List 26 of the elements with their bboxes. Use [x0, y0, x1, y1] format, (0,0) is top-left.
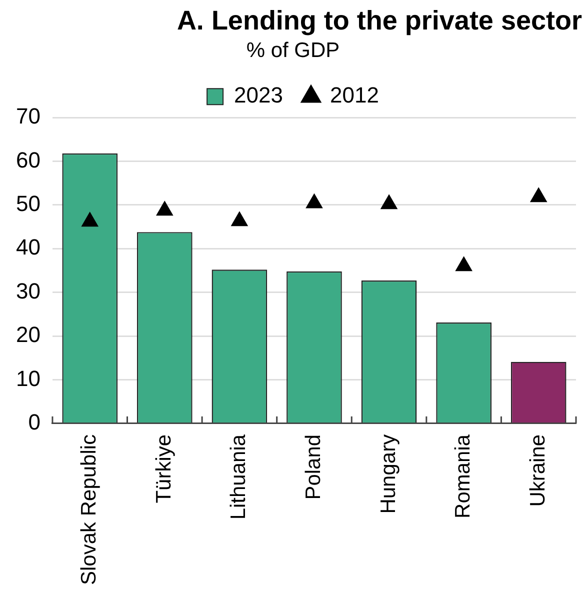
x-tick-label: Hungary	[376, 434, 400, 514]
x-tick-label: Türkiye	[152, 434, 176, 504]
legend-label: 2012	[330, 82, 379, 108]
y-tick-label: 10	[16, 366, 40, 391]
chart-title: A. Lending to the private sector	[176, 6, 582, 36]
point	[456, 256, 472, 272]
point	[530, 188, 547, 202]
y-tick-label: 40	[16, 234, 40, 260]
y-tick-label: 0	[28, 409, 40, 434]
x-tick-label: Slovak Republic	[78, 434, 101, 586]
x-tick-label: Ukraine	[526, 434, 550, 507]
y-tick-label: 50	[16, 191, 40, 216]
point	[380, 194, 398, 210]
point	[231, 212, 248, 226]
chart-subtitle: % of GDP	[246, 38, 340, 62]
y-tick-label: 20	[16, 322, 40, 348]
y-tick-label: 60	[16, 147, 40, 172]
point	[82, 212, 98, 227]
x-tick-label: Romania	[452, 434, 475, 518]
legend-label: 2023	[234, 82, 284, 108]
x-tick-label: Lithuania	[227, 434, 250, 520]
point	[156, 201, 173, 216]
y-tick-label: 30	[16, 278, 40, 304]
point	[306, 194, 323, 208]
y-tick-label: 70	[16, 104, 40, 129]
x-tick-label: Poland	[302, 434, 326, 500]
